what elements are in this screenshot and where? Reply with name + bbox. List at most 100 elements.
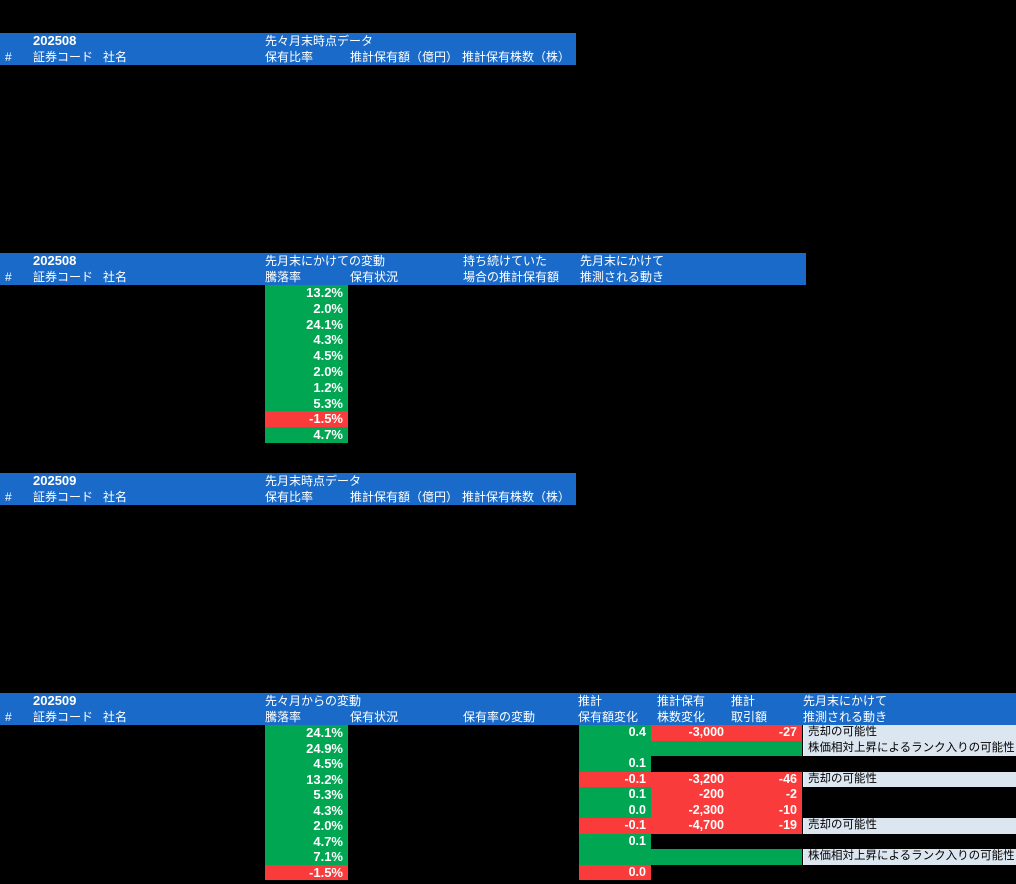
- period-label: 202508: [33, 33, 77, 48]
- col-header-ratio: 保有比率: [265, 50, 314, 64]
- trade-amount-cell[interactable]: -27: [729, 725, 802, 741]
- table-row: -1.5% 0.0: [0, 864, 1016, 880]
- col-header-shares: 推計保有株数（株）: [462, 50, 571, 64]
- group-title: 先月末時点データ: [265, 474, 362, 488]
- change-rate-cell[interactable]: 1.2%: [265, 379, 348, 396]
- table-row: 13.2% -0.1 -3,200 -46 売却の可能性: [0, 771, 1016, 787]
- table-202509-change-rows: 24.1% 0.4 -3,000 -27 売却の可能性 24.9% 株価相対上昇によるランク…: [0, 725, 1016, 880]
- table-202508-change-rows: 13.2% 2.0% 24.1% 4.3% 4.5% 2.0% 1.2% 5.3% -1.5% 4…: [265, 285, 348, 443]
- col-header-change-rate: 騰落率: [265, 270, 302, 284]
- amount-change-cell[interactable]: -0.1: [579, 771, 651, 787]
- amount-change-cell[interactable]: 0.1: [579, 756, 651, 772]
- amount-change-cell[interactable]: 0.1: [579, 833, 651, 849]
- amount-change-cell[interactable]: 0.0: [579, 802, 651, 818]
- col-header-name: 社名: [103, 50, 128, 64]
- col-header-shares: 推計保有株数（株）: [462, 490, 571, 504]
- change-rate-cell[interactable]: 4.5%: [265, 756, 348, 772]
- change-rate-cell[interactable]: 4.7%: [265, 833, 348, 849]
- change-rate-cell[interactable]: 13.2%: [265, 285, 348, 301]
- col-header-code: 証券コード: [33, 490, 94, 504]
- table-row: 4.3% 0.0 -2,300 -10: [0, 802, 1016, 818]
- group-change-title: 先々月からの変動: [265, 694, 362, 708]
- group-est-amount-title: 推計: [578, 694, 603, 708]
- change-rate-cell[interactable]: 4.7%: [265, 427, 348, 443]
- col-header-name: 社名: [103, 490, 128, 504]
- trade-amount-cell[interactable]: -10: [729, 802, 802, 818]
- col-header-name: 社名: [103, 270, 128, 284]
- period-label: 202509: [33, 473, 77, 488]
- amount-change-cell[interactable]: 0.1: [579, 787, 651, 803]
- change-rate-cell[interactable]: 2.0%: [265, 818, 348, 834]
- trade-amount-cell[interactable]: -46: [729, 771, 802, 787]
- trade-amount-cell[interactable]: -19: [729, 818, 802, 834]
- amount-change-cell[interactable]: 0.4: [579, 725, 651, 741]
- col-header-move: 推測される動き: [803, 710, 888, 724]
- change-rate-cell[interactable]: 7.1%: [265, 849, 348, 865]
- shares-change-cell[interactable]: -4,700: [651, 818, 729, 834]
- col-header-amount: 推計保有額（億円）: [350, 490, 459, 504]
- amount-change-cell[interactable]: -0.1: [579, 818, 651, 834]
- predicted-move-cell[interactable]: 株価相対上昇によるランク入りの可能性: [803, 849, 1016, 865]
- col-header-change-rate: 騰落率: [265, 710, 302, 724]
- change-rate-cell[interactable]: 24.1%: [265, 316, 348, 333]
- col-header-status: 保有状況: [350, 710, 399, 724]
- col-header-status: 保有状況: [350, 270, 399, 284]
- change-rate-cell[interactable]: 24.1%: [265, 725, 348, 741]
- table-row: 5.3% 0.1 -200 -2: [0, 787, 1016, 803]
- predicted-move-cell[interactable]: 売却の可能性: [803, 818, 1016, 834]
- col-header-code: 証券コード: [33, 270, 94, 284]
- shares-change-cell[interactable]: -200: [651, 787, 729, 803]
- change-rate-cell[interactable]: 5.3%: [265, 395, 348, 412]
- col-header-hash: #: [5, 270, 12, 284]
- col-header-amount: 推計保有額（億円）: [350, 50, 459, 64]
- shares-change-cell[interactable]: [651, 740, 729, 756]
- col-header-hash: #: [5, 710, 12, 724]
- trade-amount-cell[interactable]: -2: [729, 787, 802, 803]
- change-rate-cell[interactable]: 4.3%: [265, 332, 348, 349]
- shares-change-cell[interactable]: -2,300: [651, 802, 729, 818]
- group-move-title: 先月末にかけて: [803, 694, 888, 708]
- table-row: 7.1% 株価相対上昇によるランク入りの可能性: [0, 849, 1016, 865]
- shares-change-cell[interactable]: -3,200: [651, 771, 729, 787]
- predicted-move-cell[interactable]: 株価相対上昇によるランク入りの可能性: [803, 740, 1016, 756]
- shares-change-cell[interactable]: [651, 849, 729, 865]
- change-rate-cell[interactable]: -1.5%: [265, 864, 348, 880]
- table-row: 4.7% 0.1: [0, 833, 1016, 849]
- col-header-ratio-change: 保有率の変動: [463, 710, 536, 724]
- predicted-move-cell[interactable]: 売却の可能性: [803, 771, 1016, 787]
- group-move-title: 先月末にかけて: [580, 254, 665, 268]
- shares-change-cell[interactable]: -3,000: [651, 725, 729, 741]
- group-est-trade-title: 推計: [731, 694, 756, 708]
- table-row: 4.5% 0.1: [0, 756, 1016, 772]
- col-header-hash: #: [5, 50, 12, 64]
- change-rate-cell[interactable]: 4.5%: [265, 348, 348, 364]
- change-rate-cell[interactable]: 5.3%: [265, 787, 348, 803]
- group-title: 先々月末時点データ: [265, 34, 374, 48]
- predicted-move-cell[interactable]: 売却の可能性: [803, 725, 1016, 741]
- table-row: 24.1% 0.4 -3,000 -27 売却の可能性: [0, 725, 1016, 741]
- table-row: 24.9% 株価相対上昇によるランク入りの可能性: [0, 740, 1016, 756]
- change-rate-cell[interactable]: 2.0%: [265, 363, 348, 380]
- amount-change-cell[interactable]: [579, 740, 651, 756]
- col-header-name: 社名: [103, 710, 128, 724]
- trade-amount-cell[interactable]: [729, 740, 802, 756]
- col-header-shares-change: 株数変化: [657, 710, 706, 724]
- col-header-trade-amount: 取引額: [731, 710, 768, 724]
- change-rate-cell[interactable]: 24.9%: [265, 740, 348, 756]
- table-header-202509-snapshot: 202509 先月末時点データ # 証券コード 社名 保有比率 推計保有額（億円…: [0, 473, 576, 505]
- col-header-ratio: 保有比率: [265, 490, 314, 504]
- period-label: 202509: [33, 693, 77, 708]
- period-label: 202508: [33, 253, 77, 268]
- change-rate-cell[interactable]: 2.0%: [265, 300, 348, 317]
- col-header-code: 証券コード: [33, 710, 94, 724]
- table-header-202508-snapshot: 202508 先々月末時点データ # 証券コード 社名 保有比率 推計保有額（億…: [0, 33, 576, 65]
- change-rate-cell[interactable]: -1.5%: [265, 411, 348, 428]
- group-est-shares-title: 推計保有: [657, 694, 706, 708]
- change-rate-cell[interactable]: 4.3%: [265, 802, 348, 818]
- amount-change-cell[interactable]: [579, 849, 651, 865]
- trade-amount-cell[interactable]: [729, 849, 802, 865]
- table-row: 2.0% -0.1 -4,700 -19 売却の可能性: [0, 818, 1016, 834]
- change-rate-cell[interactable]: 13.2%: [265, 771, 348, 787]
- amount-change-cell[interactable]: 0.0: [579, 864, 651, 880]
